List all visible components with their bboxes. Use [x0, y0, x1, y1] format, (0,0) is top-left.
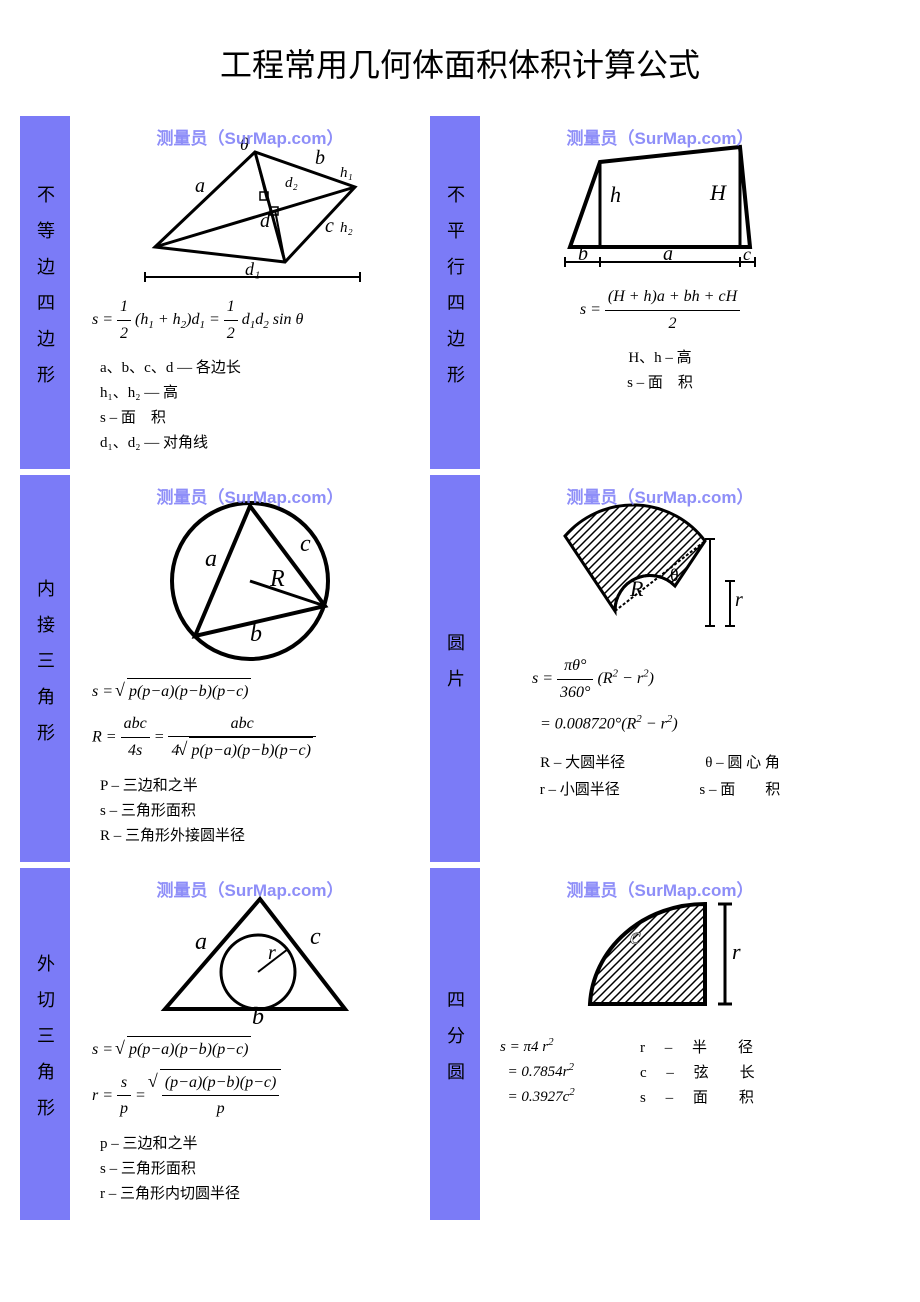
diagram-trap: h H b a c — [545, 132, 775, 272]
svg-text:c: c — [743, 244, 751, 264]
diagram-quarter: c r — [560, 884, 760, 1024]
desc-trap: H、h – 高s – 面 积 — [490, 346, 830, 392]
formula-circum-block: s = p(p−a)(p−b)(p−c)R = abc4s = abc4p(p−… — [80, 678, 420, 764]
svg-text:a: a — [195, 175, 205, 197]
svg-text:a: a — [205, 546, 217, 572]
svg-text:b: b — [315, 147, 325, 169]
svg-text:h₂: h₂ — [340, 220, 353, 236]
svg-text:d₂: d₂ — [285, 175, 298, 191]
label-inscribe-tri: 外切三角形 — [20, 868, 70, 1220]
label-quarter: 四分圆 — [430, 868, 480, 1220]
diagram-inscribe: a c b r — [140, 884, 360, 1024]
diagram-annular: R θ r — [555, 491, 765, 641]
watermark-text: 测量员（SurMap.com） — [566, 876, 753, 901]
formula-annular-block: s = πθ°360° (R2 − r2) = 0.008720°(R2 − r… — [520, 653, 830, 737]
cell-circum-tri: 测量员（SurMap.com） a c b R s = p(p−a)(p−b)(… — [70, 475, 430, 862]
svg-text:r: r — [268, 942, 276, 964]
label-circum-tri: 内接三角形 — [20, 475, 70, 862]
label-quad-diag: 不等边四边形 — [20, 116, 70, 469]
svg-text:R: R — [629, 576, 644, 601]
cell-trap-irreg: 测量员（SurMap.com） h H b a c s = (H + h)a +… — [480, 116, 840, 469]
desc-circum: P – 三边和之半s – 三角形面积R – 三角形外接圆半径 — [80, 774, 420, 845]
svg-text:r: r — [735, 589, 743, 611]
svg-text:b: b — [578, 243, 588, 265]
desc-inscribe: p – 三边和之半s – 三角形面积r – 三角形内切圆半径 — [80, 1132, 420, 1203]
svg-text:b: b — [252, 1004, 264, 1024]
svg-text:c: c — [325, 215, 334, 237]
cell-quarter: 测量员（SurMap.com） c r s = π4 r2r – 半 径 = 0… — [480, 868, 840, 1220]
svg-text:d₁: d₁ — [245, 259, 260, 279]
svg-text:c: c — [300, 531, 311, 557]
formula-grid: 不等边四边形 测量员（SurMap.com） a θ b c d d₂ h₁ h… — [20, 116, 900, 1220]
label-annular: 圆片 — [430, 475, 480, 862]
svg-text:d: d — [260, 210, 271, 232]
svg-text:r: r — [732, 939, 741, 964]
diagram-quad: a θ b c d d₂ h₁ h₂ d₁ — [125, 132, 375, 282]
svg-text:h: h — [610, 182, 621, 207]
svg-text:h₁: h₁ — [340, 165, 353, 181]
formula-trap: s = (H + h)a + bh + cH2 — [490, 284, 830, 336]
diagram-circum: a c b R — [150, 491, 350, 666]
svg-text:R: R — [269, 566, 285, 592]
cell-annular: 测量员（SurMap.com） R θ r s = πθ°360° (R2 − … — [480, 475, 840, 862]
svg-text:a: a — [195, 929, 207, 955]
svg-text:H: H — [709, 180, 727, 205]
watermark-text: 测量员（SurMap.com） — [156, 483, 343, 508]
page-title: 工程常用几何体面积体积计算公式 — [20, 40, 900, 86]
watermark-text: 测量员（SurMap.com） — [566, 483, 753, 508]
watermark-text: 测量员（SurMap.com） — [566, 124, 753, 149]
svg-text:c: c — [630, 924, 641, 950]
desc-quad: a、b、c、d — 各边长h₁、h₂ — 高s – 面 积d₁、d₂ — 对角线 — [80, 356, 420, 452]
svg-text:θ: θ — [670, 565, 679, 585]
label-trap-irreg: 不平行四边形 — [430, 116, 480, 469]
formula-quad: s = 12 (h1 + h2)d1 = 12 d1d2 sin θ — [92, 294, 420, 346]
cell-inscribe-tri: 测量员（SurMap.com） a c b r s = p(p−a)(p−b)(… — [70, 868, 430, 1220]
svg-text:b: b — [250, 621, 262, 647]
formula-inscribe-block: s = p(p−a)(p−b)(p−c)r = sp = (p−a)(p−b)(… — [80, 1036, 420, 1122]
watermark-text: 测量员（SurMap.com） — [156, 876, 343, 901]
qc-rows-block: s = π4 r2r – 半 径 = 0.7854r2c – 弦 长 = 0.3… — [490, 1036, 830, 1107]
watermark-text: 测量员（SurMap.com） — [156, 124, 343, 149]
desc-annular-pairs: R – 大圆半径θ – 圆 心 角r – 小圆半径s – 面 积 — [490, 751, 830, 799]
svg-text:a: a — [663, 243, 673, 265]
svg-text:c: c — [310, 924, 321, 950]
cell-quad-diag: 测量员（SurMap.com） a θ b c d d₂ h₁ h₂ d₁ s … — [70, 116, 430, 469]
